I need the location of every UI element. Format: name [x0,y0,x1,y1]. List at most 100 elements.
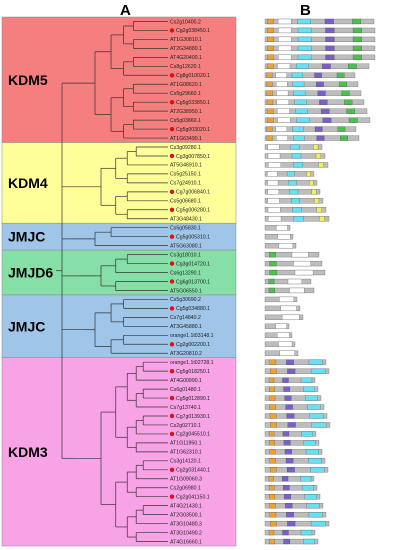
protein-bar [264,27,376,34]
protein-domain [287,368,296,374]
protein-domain [269,538,275,545]
protein-domain [292,126,304,132]
gene-label: Cs7g24910.1 [170,181,201,187]
protein-domain [286,512,294,518]
protein-domain [324,18,334,25]
protein-domain [277,234,291,240]
protein-bar [264,440,320,446]
gene-label: Cs5g03860.1 [170,118,201,124]
protein-domain [293,162,303,168]
protein-domain [352,36,362,43]
protein-domain [283,538,291,545]
citrus-marker-dot [169,368,175,374]
protein-bar [264,359,327,365]
protein-domain [267,27,274,34]
protein-domain [306,503,320,509]
protein-bar [264,413,328,419]
gene-label: Cg2g002200.1 [176,342,210,348]
protein-domain [313,144,319,150]
protein-domain [266,108,274,114]
citrus-marker-dot [169,99,175,105]
protein-domain [269,386,275,392]
protein-domain [301,431,314,437]
protein-domain [268,431,275,437]
protein-domain [284,395,292,401]
citrus-marker-dot [169,261,175,266]
gene-label: AT4G21430.1 [170,503,202,509]
protein-domain [290,198,300,204]
gene-label: AT3G20810.2 [170,351,202,357]
protein-domain [276,135,288,141]
gene-label: Cg5g006280.1 [176,208,210,214]
protein-domain [325,45,335,51]
protein-domain [266,90,273,96]
gene-label: Cs8g12620.1 [170,64,201,70]
panel-label-a: A [120,2,131,19]
protein-domain [267,198,280,204]
protein-domain [346,108,355,114]
protein-domain [303,538,315,545]
protein-domain [325,36,335,43]
protein-domain [268,476,274,482]
gene-label: Cg7g013930.1 [176,414,210,420]
protein-domain [267,54,274,60]
protein-domain [287,278,302,285]
citrus-marker-dot [169,413,175,419]
protein-domain [269,512,277,518]
protein-domain [267,18,274,25]
protein-domain [268,216,282,222]
group-band [1,357,237,547]
protein-domain [281,314,300,320]
protein-domain [289,287,305,294]
protein-domain [307,404,321,410]
gene-label: AT5G63080.1 [170,243,202,249]
protein-domain [293,135,305,141]
protein-domain [300,377,313,383]
protein-domain [266,135,273,141]
protein-domain [269,494,276,500]
protein-domain [294,99,307,105]
protein-domain [267,180,279,186]
protein-domain [286,359,294,365]
protein-domain [267,153,281,159]
citrus-marker-dot [169,494,175,499]
protein-domain [278,341,293,347]
protein-domain [341,90,350,96]
protein-bar [264,485,318,491]
protein-domain [277,117,291,123]
protein-domain [287,520,296,527]
gene-label: AT1G09060.3 [170,477,202,483]
protein-domain [290,144,300,150]
gene-label: AT4G16660.1 [170,539,202,545]
gene-label: AT1G11950.1 [170,441,202,447]
protein-domain [297,45,312,51]
gene-label: AT1G30810.1 [170,37,202,43]
protein-domain [266,63,274,69]
protein-domain [283,386,291,392]
protein-domain [304,494,317,500]
gene-label: Cg2g031440.1 [176,468,210,474]
protein-domain [316,81,324,87]
domain-architectures [264,18,376,545]
protein-domain [348,63,357,69]
group-name: JMJC [8,229,45,245]
gene-label: AT3G10480.3 [170,521,202,527]
gene-label: Cg2g041150.1 [176,494,210,500]
protein-domain [322,63,331,69]
protein-domain [319,99,328,105]
protein-domain [352,54,362,60]
protein-domain [340,135,348,141]
protein-bar [264,476,315,482]
group-band [1,294,237,358]
protein-bar [264,512,327,518]
protein-domain [303,386,315,392]
protein-domain [269,449,276,455]
protein-domain [269,395,276,401]
gene-label: AT5G46910.1 [170,163,202,169]
protein-domain [267,144,280,150]
protein-domain [296,117,310,123]
protein-domain [286,467,295,473]
protein-domain [269,467,277,473]
protein-domain [278,36,292,43]
gene-label: Cg5g003020.1 [176,127,210,133]
